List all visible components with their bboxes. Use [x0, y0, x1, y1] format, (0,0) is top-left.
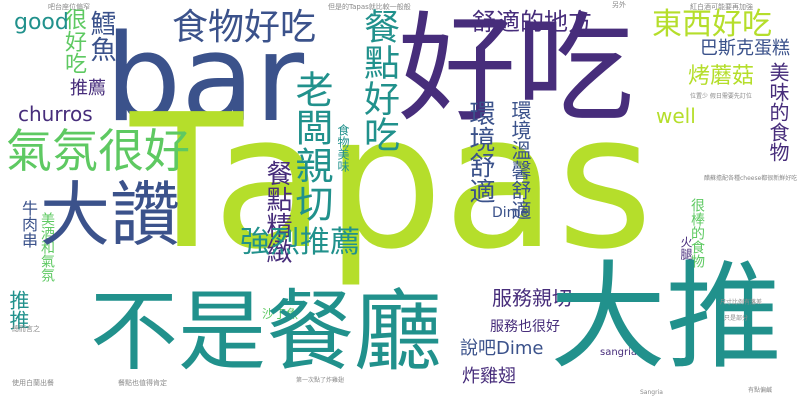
- small-word: 餐點也值得肯定: [118, 379, 167, 387]
- word-dongxi-haochi: 東西好吃: [652, 7, 772, 42]
- word-tuijian: 推薦: [70, 78, 106, 99]
- small-word: 但是的Tapas就比較一般般: [328, 3, 411, 11]
- word-shushi-de-difang: 舒適的地方: [472, 8, 592, 36]
- word-meiwei-de-shiwu: 美味的食物: [766, 62, 790, 162]
- small-word: 醋蘇擔配各種cheese都很新鮮好吃: [704, 175, 798, 182]
- word-tapas: Tapas: [130, 74, 653, 290]
- small-word: 位置少 假日需要先訂位: [690, 93, 752, 100]
- word-hen-bang: 很棒的食物: [689, 198, 705, 268]
- word-huanjing-shushi: 環境舒適: [465, 100, 495, 204]
- word-shiwu-meiwei: 食物美味: [336, 124, 350, 172]
- word-datui: 大推: [550, 250, 782, 385]
- word-dazan: 大讚: [40, 174, 180, 256]
- word-fuwu-qinqie: 服務親切: [492, 286, 572, 310]
- small-word: 尺寸比例有落差: [720, 299, 763, 306]
- small-word: 第一次點了炸雞翅: [296, 377, 345, 384]
- small-word: 總而言之: [12, 325, 40, 333]
- word-canjian-jingzhi: 餐點精緻: [262, 160, 292, 264]
- word-qifen-henhao: 氣氛很好: [6, 124, 190, 178]
- word-huotui: 火腿: [679, 236, 693, 260]
- small-word: 使用白蘭出餐: [12, 379, 54, 387]
- word-shading-yu: 沙丁魚: [262, 307, 299, 321]
- word-qianglie-tuijian: 強烈推薦: [240, 225, 360, 260]
- word-haochi: 好吃: [398, 0, 635, 138]
- word-laoban-qinqie: 老闆親切: [289, 70, 333, 222]
- word-shiwu-haochi: 食物好吃: [172, 7, 317, 48]
- word-fuwu-yehenhao: 服務也很好: [490, 319, 560, 335]
- small-word: 另外: [612, 1, 626, 9]
- word-shuoba-dime: 說吧Dime: [460, 338, 544, 359]
- word-basike: 巴斯克蛋糕: [700, 38, 790, 59]
- small-word: 紅白酒可能要再加強: [690, 3, 753, 11]
- word-well: well: [656, 104, 696, 128]
- word-sangria: sangria: [600, 347, 638, 358]
- small-word: 有點偏鹹: [748, 387, 773, 394]
- word-xueyu: 鱈魚: [86, 10, 116, 62]
- word-hen-haochi: 很好吃: [61, 8, 86, 74]
- word-dime: Dime: [492, 205, 529, 221]
- word-churros: churros: [18, 102, 93, 126]
- word-canjian-haochi: 餐點好吃: [358, 8, 399, 152]
- word-good: good: [14, 10, 69, 35]
- word-meijiu: 美酒和氣氛: [39, 212, 55, 282]
- word-zha-jichi: 炸雞翅: [462, 366, 516, 387]
- small-word: 只是部分: [724, 315, 749, 322]
- word-kao-mogu: 烤蘑菇: [688, 64, 755, 89]
- word-dianchi-canting: 不是餐廳: [90, 280, 443, 383]
- small-word: Sangria: [640, 389, 663, 396]
- small-word: 吧台座位偏窄: [48, 3, 90, 11]
- word-huanjing-wenxin: 環境溫馨舒適: [508, 100, 532, 220]
- word-niurou-chuan: 牛肉串: [19, 200, 38, 248]
- word-bar: bar: [105, 10, 305, 149]
- word-tuitui: 推推: [6, 290, 30, 330]
